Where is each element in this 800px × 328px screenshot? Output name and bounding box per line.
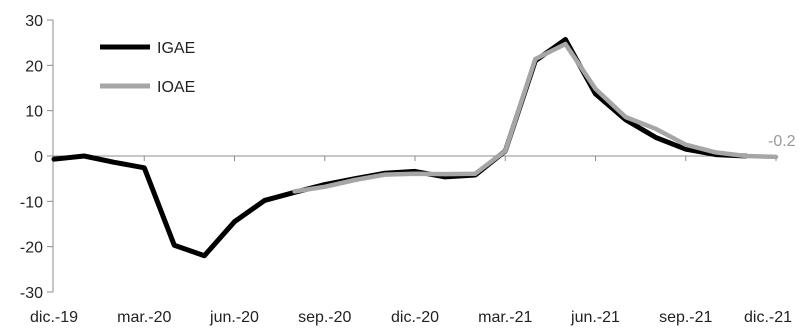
x-tick-label: sep.-20	[298, 309, 351, 326]
series-line-ioae	[292, 41, 779, 194]
x-tick-label: dic.-21	[744, 309, 792, 326]
y-tick-label: 10	[25, 104, 43, 121]
x-tick-label: mar.-21	[478, 309, 532, 326]
x-tick-label: dic.-20	[391, 309, 439, 326]
series-group	[51, 37, 779, 259]
y-tick-label: 0	[34, 149, 43, 166]
legend-label-igae: IGAE	[157, 40, 195, 57]
series-line-igae	[51, 37, 749, 259]
legend: IGAE IOAE	[100, 40, 195, 96]
x-tick-label: sep.-21	[659, 309, 712, 326]
labels-group: dic.-19 mar.-20 jun.-20 sep.-20 dic.-20 mar.-…	[30, 133, 796, 326]
legend-label-ioae: IOAE	[157, 79, 195, 96]
y-tick-label: -30	[20, 285, 43, 302]
x-tick-label: dic.-19	[30, 309, 78, 326]
end-value-label: -0.2	[768, 133, 796, 150]
x-tick-label: jun.-21	[570, 309, 620, 326]
y-tick-label: 30	[25, 13, 43, 30]
axes-group: 30 20 10 0 -10 -20 -30	[20, 13, 777, 302]
x-tick-label: jun.-20	[209, 309, 259, 326]
x-tick-label: mar.-20	[117, 309, 171, 326]
y-tick-label: 20	[25, 58, 43, 75]
y-tick-label: -10	[20, 194, 43, 211]
y-tick-label: -20	[20, 240, 43, 257]
